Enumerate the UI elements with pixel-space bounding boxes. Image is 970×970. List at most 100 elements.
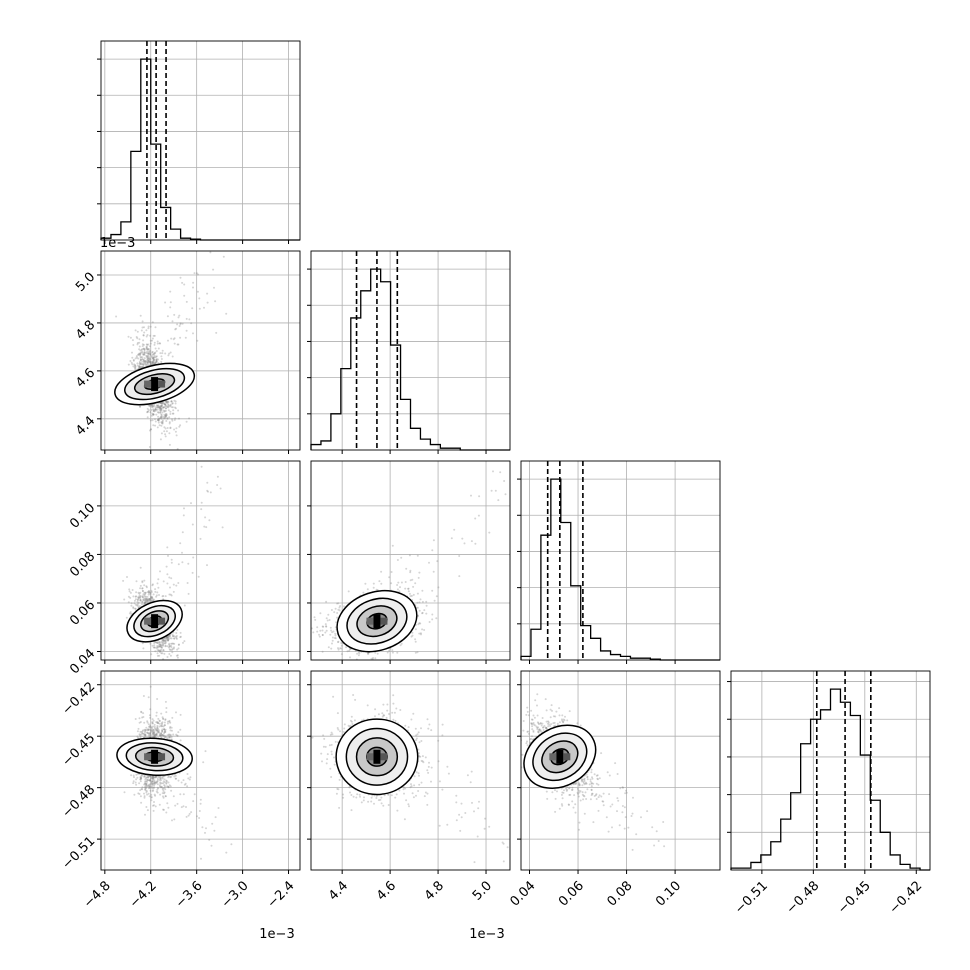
scatter-point [148, 356, 151, 359]
scatter-point [149, 419, 152, 422]
scatter-point [150, 355, 153, 358]
scatter-point [183, 507, 185, 510]
scatter-point [335, 663, 337, 665]
scatter-point [164, 637, 167, 640]
scatter-point [176, 648, 179, 651]
scatter-point [147, 348, 150, 351]
scatter-point [155, 647, 158, 650]
scatter-point [410, 594, 413, 597]
scatter-point [154, 362, 157, 365]
scatter-point [155, 360, 158, 363]
scatter-point [494, 489, 497, 492]
scatter-point [174, 402, 177, 405]
scatter-point [146, 356, 148, 359]
scatter-point [461, 537, 464, 540]
scatter-point [197, 575, 200, 578]
scatter-point [156, 340, 159, 343]
scatter-point [147, 360, 150, 363]
scatter-point [159, 643, 162, 646]
scatter-point [202, 761, 205, 764]
scatter-point [325, 600, 328, 603]
scatter-point [138, 341, 141, 344]
panel-1-0 [97, 250, 301, 454]
scatter-point [157, 776, 160, 778]
scatter-point [357, 651, 360, 654]
scatter-point [150, 653, 153, 656]
scatter-point [164, 416, 167, 419]
scatter-point [172, 647, 175, 650]
scatter-point [169, 734, 172, 737]
scatter-point [418, 609, 421, 612]
scatter-point [159, 407, 162, 410]
scatter-point [160, 402, 163, 405]
scatter-point [160, 722, 163, 725]
scatter-point [168, 416, 171, 419]
scatter-point [226, 414, 228, 416]
scatter-point [313, 616, 316, 619]
scatter-point [153, 598, 156, 601]
scatter-point [337, 608, 340, 611]
histogram-step [100, 58, 300, 241]
scatter-point [165, 638, 168, 641]
scatter-point [167, 638, 170, 641]
scatter-point [200, 857, 202, 860]
scatter-point [409, 595, 412, 598]
scatter-point [160, 641, 163, 643]
scatter-point [391, 544, 394, 547]
scatter-point [152, 361, 155, 364]
scatter-point [155, 355, 158, 358]
scatter-point [207, 490, 209, 493]
scatter-point [318, 635, 321, 638]
scatter-point [173, 646, 175, 649]
scatter-point [191, 307, 194, 310]
scatter-point [163, 639, 166, 642]
scatter-point [155, 733, 158, 736]
scatter-point [162, 644, 164, 647]
scatter-point [334, 634, 337, 637]
scatter-point [164, 427, 167, 430]
scatter-point [144, 735, 147, 738]
scatter-point [158, 424, 161, 427]
scatter-point [143, 601, 146, 604]
scatter-point [162, 649, 165, 652]
scatter-point [139, 730, 142, 733]
scatter-point [156, 406, 159, 409]
scatter-point [147, 343, 150, 346]
scatter-point [169, 721, 172, 724]
scatter-point [159, 643, 162, 646]
scatter-point [147, 729, 150, 732]
scatter-point [151, 405, 154, 408]
scatter-point [161, 406, 164, 409]
scatter-point [156, 426, 159, 429]
scatter-point [150, 356, 153, 359]
scatter-point [159, 416, 162, 419]
scatter-point [163, 637, 165, 640]
scatter-point [143, 348, 146, 351]
scatter-point [149, 731, 152, 734]
scatter-point [147, 363, 149, 366]
scatter-point [470, 494, 472, 497]
scatter-point [154, 590, 157, 593]
scatter-point [372, 586, 375, 589]
scatter-point [168, 593, 171, 596]
scatter-point [150, 796, 153, 799]
scatter-point [150, 596, 153, 599]
scatter-point [148, 734, 151, 737]
scatter-point [137, 365, 140, 368]
scatter-point [149, 411, 152, 414]
scatter-point [145, 354, 148, 357]
scatter-point [150, 414, 153, 417]
scatter-point [146, 809, 149, 812]
scatter-point [168, 576, 171, 579]
scatter-point [147, 409, 150, 412]
scatter-point [153, 784, 156, 787]
scatter-point [198, 297, 201, 300]
scatter-point [157, 415, 160, 418]
scatter-point [157, 406, 160, 409]
scatter-point [149, 339, 152, 342]
scatter-point [165, 430, 168, 433]
scatter-point [418, 632, 421, 635]
scatter-point [418, 622, 421, 625]
scatter-point [136, 337, 139, 340]
scatter-point [154, 356, 156, 359]
